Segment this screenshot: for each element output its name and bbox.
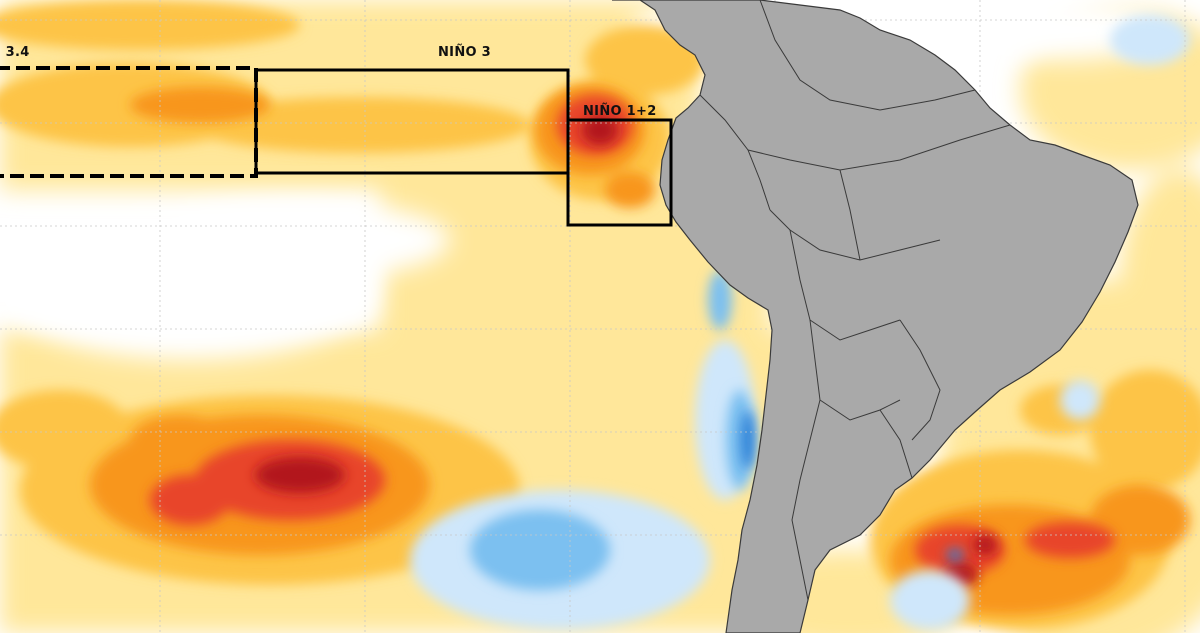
country-borders — [699, 0, 1011, 601]
cool-medium-field — [470, 270, 754, 590]
cold-field — [741, 410, 963, 561]
nino12-label: NIÑO 1+2 — [583, 104, 657, 119]
nino34-label: NIÑO 3.4 — [0, 45, 30, 60]
nino3-label: NIÑO 3 — [438, 45, 492, 60]
very-hot-field — [255, 115, 997, 587]
nino-region-boxes — [0, 66, 673, 227]
nino12-box — [566, 118, 673, 227]
south-america-landmass — [612, 0, 1139, 633]
